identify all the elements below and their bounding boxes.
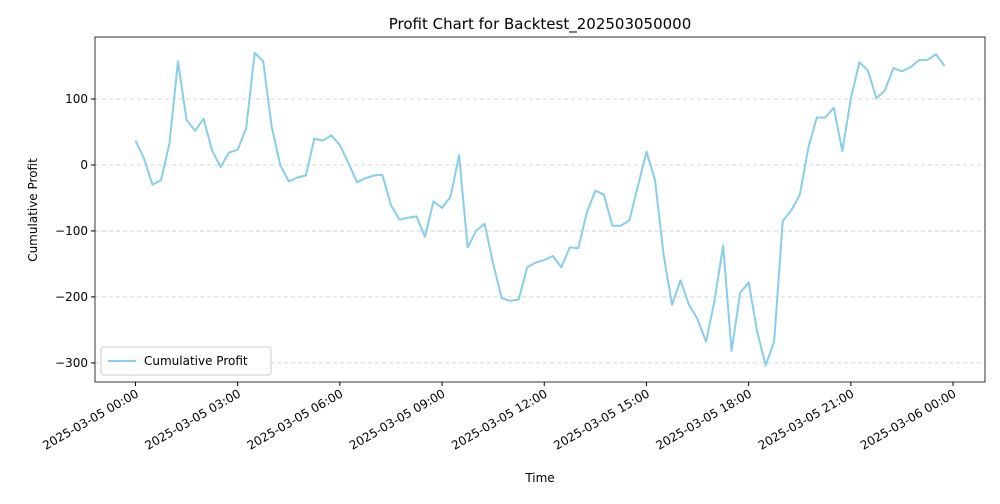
y-tick-label: 0 <box>80 158 88 172</box>
y-tick-label: −300 <box>55 356 88 370</box>
x-tick-label: 2025-03-05 18:00 <box>654 386 755 452</box>
x-axis-label: Time <box>524 471 554 485</box>
line-series <box>134 51 946 367</box>
legend-box <box>100 346 272 376</box>
plot-frame <box>94 36 986 383</box>
x-tick-label: 2025-03-05 21:00 <box>756 386 857 452</box>
x-tick-label: 2025-03-05 03:00 <box>143 386 244 452</box>
y-tick-label: −200 <box>55 290 88 304</box>
x-tick-label: 2025-03-06 00:00 <box>858 386 959 452</box>
x-tick-label: 2025-03-05 15:00 <box>551 386 652 452</box>
x-tick-label: 2025-03-05 00:00 <box>40 386 141 452</box>
x-tick-label: 2025-03-05 09:00 <box>347 386 448 452</box>
chart-title: Profit Chart for Backtest_202503050000 <box>389 15 692 34</box>
y-tick-label: 100 <box>65 92 88 106</box>
x-tick-label: 2025-03-05 06:00 <box>245 386 346 452</box>
x-tick-label: 2025-03-05 12:00 <box>449 386 550 452</box>
y-tick-label: −100 <box>55 224 88 238</box>
y-axis-label: Cumulative Profit <box>26 158 40 262</box>
legend-label: Cumulative Profit <box>144 354 248 368</box>
